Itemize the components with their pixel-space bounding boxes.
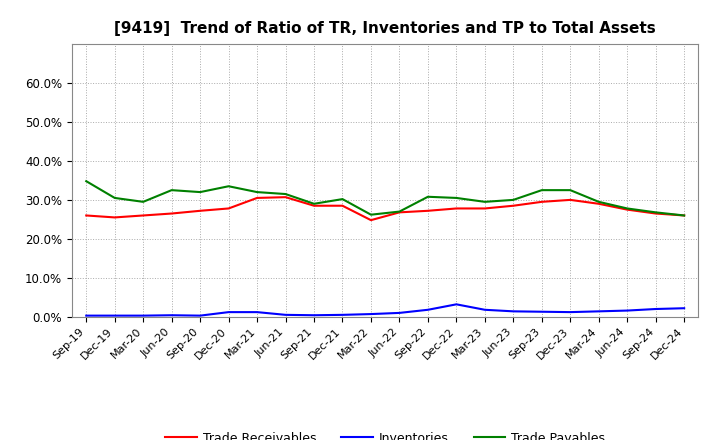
Inventories [167,312,176,318]
Trade Payables [282,191,290,197]
Trade Receivables [395,210,404,215]
Trade Receivables [595,201,603,206]
Inventories [652,306,660,312]
Trade Payables [652,210,660,215]
Inventories [310,312,318,318]
Inventories [139,313,148,318]
Inventories [338,312,347,318]
Trade Payables [509,197,518,202]
Trade Payables [82,179,91,184]
Trade Receivables [310,203,318,209]
Inventories [595,309,603,314]
Inventories [282,312,290,318]
Trade Payables [623,206,631,211]
Trade Payables [423,194,432,199]
Title: [9419]  Trend of Ratio of TR, Inventories and TP to Total Assets: [9419] Trend of Ratio of TR, Inventories… [114,21,656,36]
Trade Receivables [82,213,91,218]
Trade Receivables [452,206,461,211]
Inventories [253,309,261,315]
Trade Payables [395,209,404,214]
Inventories [395,310,404,315]
Inventories [110,313,119,318]
Trade Payables [338,197,347,202]
Inventories [509,309,518,314]
Inventories [566,309,575,315]
Trade Receivables [566,197,575,202]
Trade Receivables [537,199,546,205]
Trade Receivables [366,217,375,223]
Trade Payables [595,199,603,205]
Trade Receivables [480,206,489,211]
Line: Trade Payables: Trade Payables [86,181,684,216]
Legend: Trade Receivables, Inventories, Trade Payables: Trade Receivables, Inventories, Trade Pa… [161,427,610,440]
Trade Receivables [282,194,290,200]
Trade Payables [480,199,489,205]
Inventories [623,308,631,313]
Trade Receivables [338,203,347,209]
Trade Receivables [167,211,176,216]
Trade Payables [366,212,375,217]
Inventories [423,307,432,312]
Trade Payables [680,213,688,218]
Trade Receivables [225,206,233,211]
Inventories [82,313,91,318]
Trade Payables [253,190,261,195]
Inventories [537,309,546,314]
Trade Receivables [509,203,518,209]
Trade Payables [196,190,204,195]
Trade Payables [452,195,461,201]
Inventories [680,306,688,311]
Trade Payables [139,199,148,205]
Line: Inventories: Inventories [86,304,684,315]
Trade Receivables [623,207,631,212]
Trade Receivables [652,211,660,216]
Inventories [452,302,461,307]
Trade Receivables [253,195,261,201]
Line: Trade Receivables: Trade Receivables [86,197,684,220]
Trade Payables [537,187,546,193]
Inventories [480,307,489,312]
Inventories [225,309,233,315]
Trade Receivables [680,213,688,218]
Trade Payables [566,187,575,193]
Trade Receivables [423,208,432,213]
Trade Payables [310,201,318,206]
Trade Receivables [196,208,204,213]
Trade Receivables [139,213,148,218]
Trade Payables [167,187,176,193]
Inventories [196,313,204,318]
Trade Payables [110,195,119,201]
Trade Receivables [110,215,119,220]
Inventories [366,312,375,317]
Trade Payables [225,183,233,189]
